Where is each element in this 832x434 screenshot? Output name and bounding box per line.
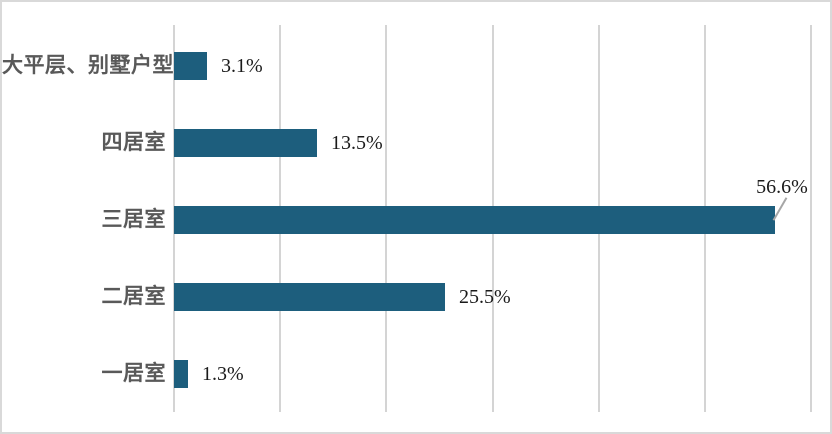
category-label: 一居室 bbox=[101, 361, 166, 385]
category-label: 四居室 bbox=[101, 130, 166, 154]
category-label: 三居室 bbox=[101, 207, 166, 231]
value-label: 56.6% bbox=[756, 175, 808, 198]
bar bbox=[174, 128, 317, 157]
bar bbox=[174, 359, 188, 388]
value-label: 1.3% bbox=[202, 362, 244, 385]
value-label: 3.1% bbox=[221, 54, 263, 77]
category-label: 大平层、别墅户型 bbox=[2, 53, 174, 77]
value-label: 25.5% bbox=[459, 285, 511, 308]
category-label: 二居室 bbox=[101, 284, 166, 308]
gridline bbox=[810, 25, 812, 412]
bar bbox=[174, 205, 775, 234]
value-label: 13.5% bbox=[331, 131, 383, 154]
bar bbox=[174, 282, 445, 311]
bar bbox=[174, 51, 207, 80]
